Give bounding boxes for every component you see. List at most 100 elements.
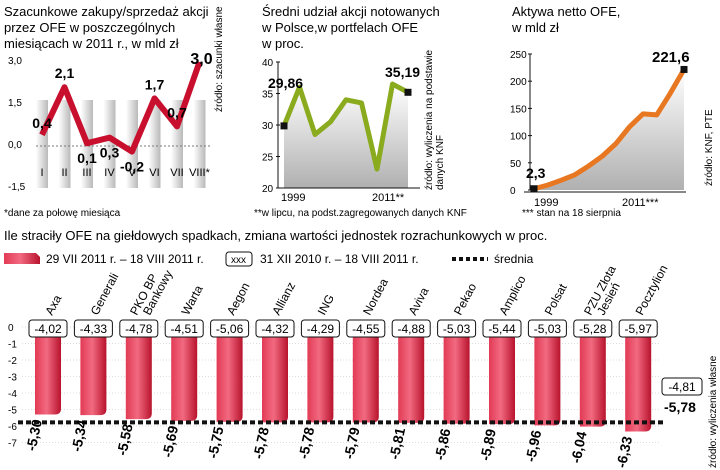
chart1-series-line [39, 61, 203, 155]
chart1-month-label: II [61, 167, 67, 179]
legend-box-swatch [225, 251, 253, 267]
chart3-start-label: 2,3 [526, 165, 546, 181]
chart4-mean-ytd-box [661, 377, 703, 396]
chart4-category-label: Axa [42, 292, 64, 317]
chart4-value-label: -5,86 [431, 427, 453, 462]
chart4-ytd-box [346, 319, 386, 338]
legend-bar-label: 29 VII 2011 r. – 18 VIII 2011 r. [46, 252, 204, 266]
chart4-ytd-box [73, 319, 113, 338]
chart3-ytick: 0 [510, 186, 516, 197]
chart4-ytd-box [482, 319, 522, 338]
chart4-bar [216, 331, 243, 422]
chart4-ytick: -5 [8, 406, 17, 417]
chart4-ytd-box [573, 319, 613, 338]
chart1-month-label: VIII* [189, 167, 211, 179]
chart-net-assets: Aktywa netto OFE, w mld zł 250 200 150 100 5… [510, 4, 715, 219]
chart4-bar [307, 331, 334, 423]
chart1-value-label: 3,0 [190, 51, 212, 68]
chart4-value-label: -6,04 [567, 430, 589, 465]
chart4-source: źródło: wyliczenia własne [708, 355, 719, 468]
chart4-category-label: Warta [178, 283, 205, 318]
chart4-bar [443, 331, 470, 424]
chart2-ytick: 40 [262, 58, 274, 69]
chart-monthly-flows: Szacunkowe zakupy/sprzedaż akcji przez O… [4, 4, 225, 219]
chart3-area [534, 69, 684, 190]
chart4-category-label: Nordea [360, 276, 391, 318]
chart3-y-axis: 250 200 150 100 50 0 [510, 50, 532, 197]
chart4-category-label: Pocztylion [632, 263, 670, 318]
chart1-stripe [103, 100, 116, 188]
chart2-y-axis: 40 35 30 25 20 [262, 58, 280, 195]
chart4-ytick: -1 [8, 340, 17, 351]
chart4-ytd-box [437, 319, 477, 338]
chart2-ytick: 25 [262, 153, 274, 164]
chart4-ytd-label: -5,44 [488, 322, 516, 336]
chart4-ytd-label: -4,51 [171, 322, 199, 336]
chart4-ytd-label: -5,28 [579, 322, 607, 336]
chart1-ytick-0: 3,0 [8, 56, 22, 67]
chart1-month-label: I [40, 167, 43, 179]
chart4-value-label: -5,34 [68, 418, 90, 453]
chart1-stripe [193, 100, 206, 188]
chart4-ytd-label: -5,03 [534, 322, 562, 336]
chart4-bar [398, 331, 425, 423]
chart4-category-label: Pekao [451, 281, 479, 318]
chart3-start-marker [530, 185, 538, 193]
chart1-value-label: 0,4 [32, 115, 52, 131]
chart4-value-label: -5,58 [113, 422, 135, 457]
chart4-ytd-boxes: -4,02 -4,33 -4,78 -4,51 -5,06 -4,32 -4,29 -4,55… [28, 319, 658, 338]
chart2-ytick: 20 [262, 184, 274, 195]
chart2-title-line1: Średni udział akcji notowanych [262, 4, 440, 19]
legend-mean-label: średnia [494, 252, 534, 266]
chart1-value-label: 2,1 [55, 65, 75, 81]
chart1-value-label: 1,7 [145, 76, 165, 92]
chart3-end-marker [680, 65, 688, 73]
chart4-bar [262, 331, 288, 423]
chart4-category-label: Aegon [224, 280, 253, 317]
chart4-ytick: -4 [8, 389, 17, 400]
chart2-footnote: **w lipcu, na podst.zagregowanych danych… [254, 208, 467, 219]
chart1-month-label: IV [104, 167, 115, 179]
chart1-month-label: V [128, 167, 136, 179]
chart4-ytd-label: -5,06 [216, 322, 244, 336]
chart3-ytick: 50 [510, 159, 522, 170]
chart4-ytd-box [28, 319, 68, 338]
chart1-value-label: 0,1 [77, 150, 97, 166]
chart1-stripe [58, 100, 71, 188]
chart4-value-label: -5,81 [386, 426, 408, 461]
chart4-ytick: -2 [8, 356, 17, 367]
chart4-value-label: -5,30 [23, 418, 45, 453]
legend-box-symbol: xxx [231, 255, 246, 266]
chart4-bar [125, 331, 152, 420]
chart3-title-line2: w mld zł [511, 20, 559, 35]
chart4-ytd-label: -5,03 [443, 322, 471, 336]
chart4-ytd-label: -5,97 [625, 322, 653, 336]
chart4-category-label: Polsat [542, 281, 570, 318]
chart4-value-label: -5,78 [250, 425, 272, 460]
legend-box-label: 31 XII 2010 r. – 18 VIII 2011 r. [260, 252, 419, 266]
chart4-ytick: -7 [8, 439, 17, 450]
chart1-title-line2: przez OFE w poszczególnych [4, 20, 175, 35]
chart2-source-line1: źródło: wyliczenia na podstawie [424, 49, 435, 190]
chart2-series-line [281, 81, 410, 172]
chart4-bar [171, 331, 198, 421]
chart4-value-label: -5,69 [159, 424, 181, 459]
chart3-ytick: 150 [510, 104, 527, 115]
chart2-x-start: 1999 [281, 192, 305, 204]
chart4-ytd-label: -4,33 [80, 322, 108, 336]
chart1-month-stripes [36, 100, 206, 188]
chart1-stripe [148, 100, 161, 188]
chart4-ytick: -6 [8, 422, 17, 433]
chart1-title-line3: miesiącach w 2011 r., w mld zł [4, 36, 179, 51]
chart1-value-label: -0,2 [120, 159, 144, 175]
chart2-ytick: 30 [262, 121, 274, 132]
chart1-ytick-3: -1,5 [8, 182, 26, 193]
chart4-ytd-box [210, 319, 250, 338]
chart4-category-label: Amplico [496, 273, 529, 318]
chart4-category-label: ING [315, 292, 337, 317]
chart4-value-label: -5,96 [522, 428, 544, 463]
chart2-end-marker [404, 88, 412, 96]
chart3-ytick: 200 [510, 77, 527, 88]
chart4-mean-ytd-label: -4,81 [668, 380, 696, 394]
